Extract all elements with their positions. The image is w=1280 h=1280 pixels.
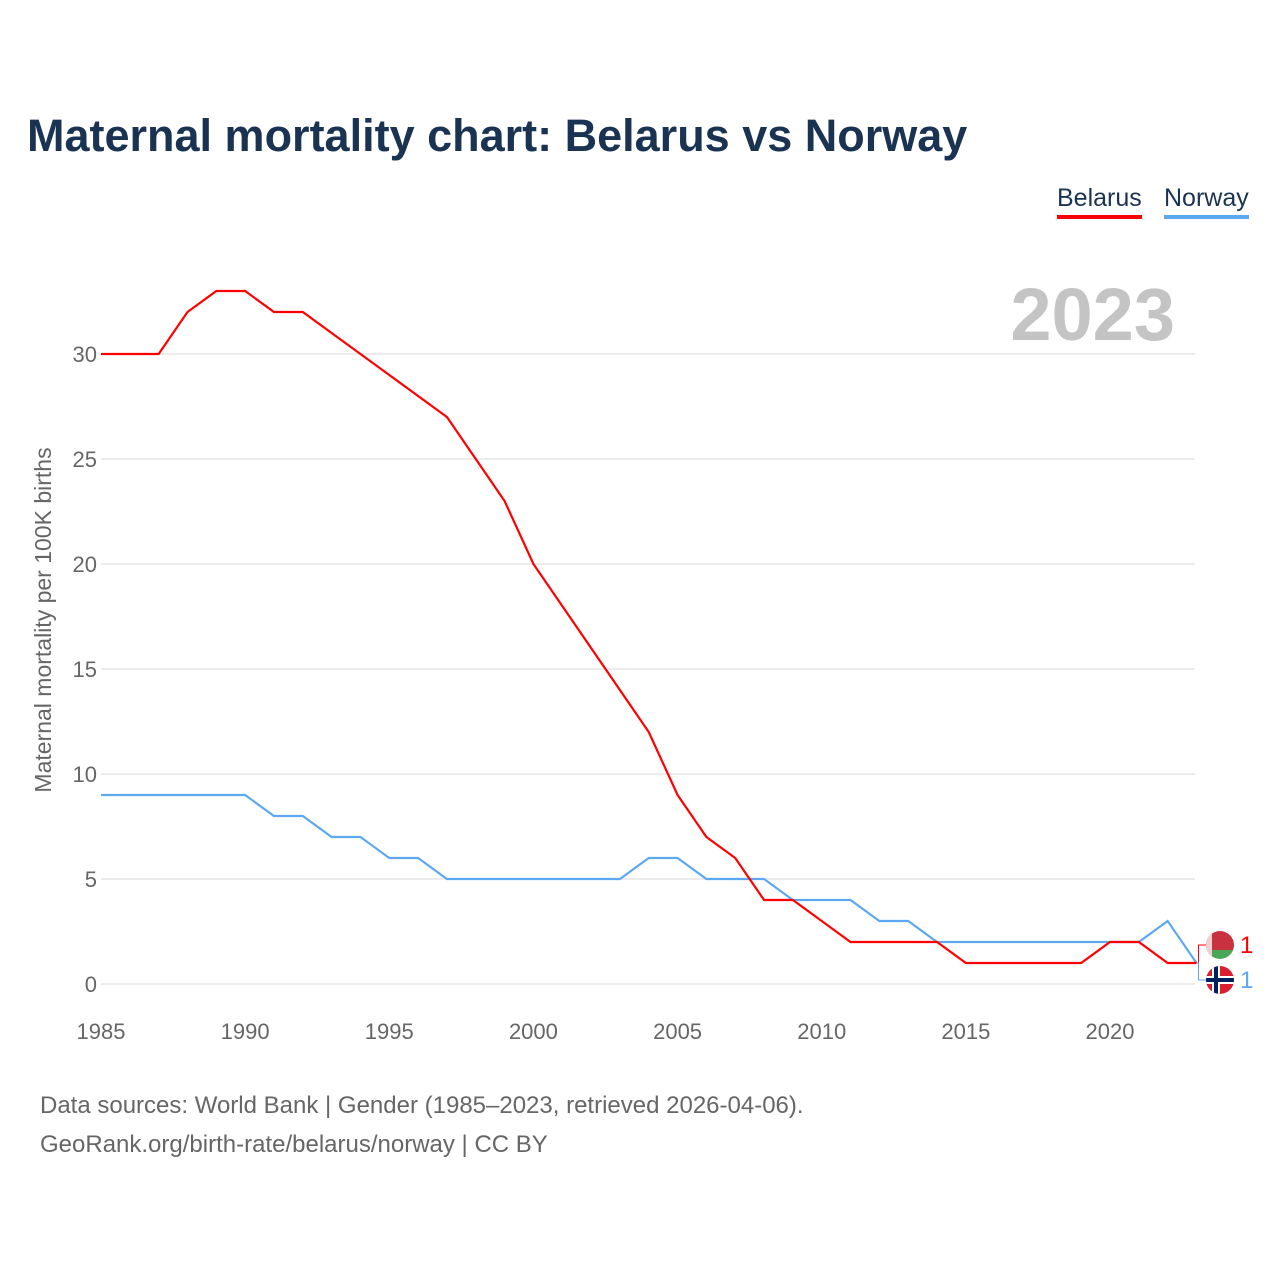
flag-red [1206, 931, 1234, 950]
series-line-norway [101, 793, 1198, 964]
x-tick-label: 2010 [797, 1019, 846, 1044]
flag-green [1206, 950, 1234, 959]
chart-title: Maternal mortality chart: Belarus vs Nor… [27, 110, 968, 161]
y-tick-label: 10 [73, 762, 97, 787]
norway-flag-icon [1206, 966, 1234, 994]
footer: Data sources: World Bank | Gender (1985–… [40, 1086, 804, 1164]
end-value-belarus: 1 [1240, 932, 1253, 959]
series-line-belarus [101, 289, 1197, 965]
y-axis-label: Maternal mortality per 100K births [30, 447, 56, 792]
x-tick-label: 1985 [77, 1019, 126, 1044]
legend-norway[interactable]: Norway [1164, 184, 1249, 219]
y-tick-label: 15 [73, 657, 97, 682]
legend-belarus[interactable]: Belarus [1057, 184, 1142, 219]
x-tick-label: 1990 [221, 1019, 270, 1044]
x-tick-label: 2005 [653, 1019, 702, 1044]
flag-ornament [1206, 931, 1212, 959]
x-tick-label: 1995 [365, 1019, 414, 1044]
end-value-norway: 1 [1240, 967, 1253, 994]
y-tick-label: 30 [73, 342, 97, 367]
attribution[interactable]: GeoRank.org/birth-rate/belarus/norway | … [40, 1131, 548, 1158]
x-tick-label: 2000 [509, 1019, 558, 1044]
belarus-flag-icon [1206, 931, 1234, 959]
x-tick-label: 2015 [941, 1019, 990, 1044]
data-source: Data sources: World Bank | Gender (1985–… [40, 1092, 804, 1119]
x-tick-label: 2020 [1086, 1019, 1135, 1044]
flag-blue-h [1206, 978, 1234, 982]
y-tick-label: 0 [85, 972, 97, 997]
year-watermark: 2023 [1010, 273, 1175, 356]
y-tick-label: 20 [73, 552, 97, 577]
y-tick-label: 5 [85, 867, 97, 892]
y-tick-label: 25 [73, 447, 97, 472]
connector-norway [1196, 962, 1209, 981]
